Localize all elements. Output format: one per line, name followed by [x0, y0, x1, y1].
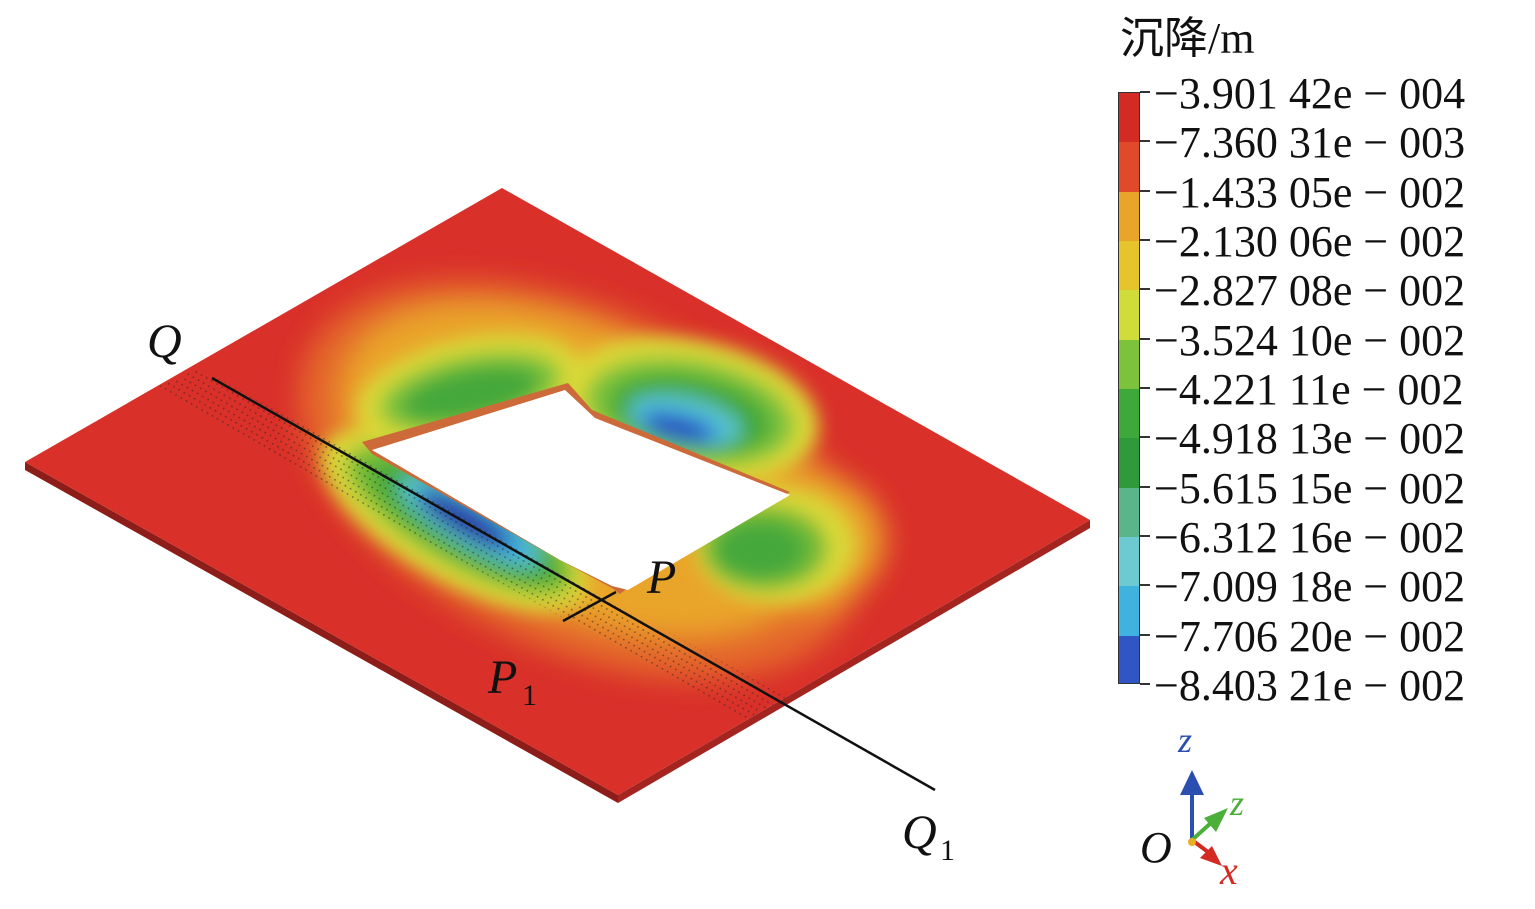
label-q: Q [147, 315, 182, 368]
x-axis-label: x [1219, 848, 1238, 893]
legend-tick [1140, 140, 1150, 143]
legend-tick [1140, 337, 1150, 340]
legend-value: −3.524 10e − 002 [1154, 315, 1466, 365]
legend-title: 沉降/m [1120, 14, 1255, 63]
legend-swatch [1119, 241, 1139, 292]
label-p1: P [487, 651, 517, 704]
legend-swatch [1119, 142, 1139, 193]
z-axis-diag [1190, 820, 1214, 842]
legend-value: −6.312 16e − 002 [1154, 513, 1466, 562]
axis-triad: z z x O [1140, 720, 1244, 893]
legend-value: −3.901 42e − 004 [1154, 69, 1466, 118]
legend-value: −4.221 11e − 002 [1154, 365, 1464, 414]
excavation-opening [372, 390, 790, 590]
legend-tick [1140, 633, 1150, 636]
label-q1-subscript: 1 [940, 834, 955, 867]
legend-value: −4.918 13e − 002 [1154, 414, 1466, 464]
legend-value: −2.130 06e − 002 [1154, 217, 1466, 266]
legend-value: −7.009 18e − 002 [1154, 562, 1466, 612]
legend-swatch [1119, 635, 1139, 683]
z-axis-up-arrowhead [1180, 770, 1204, 795]
legend-value: −7.360 31e − 003 [1154, 118, 1466, 168]
label-p1-subscript: 1 [522, 679, 537, 712]
legend-swatch [1119, 537, 1139, 588]
legend-swatch [1119, 339, 1139, 390]
plate-side-right [618, 520, 1090, 803]
z-axis-diag-arrowhead [1204, 808, 1228, 832]
x-axis-arrowhead [1200, 846, 1222, 866]
legend-tick [1140, 387, 1150, 389]
z-axis-up-label: z [1177, 720, 1192, 760]
legend-tick [1140, 485, 1150, 488]
legend-swatch [1119, 290, 1139, 341]
legend-swatch [1119, 93, 1139, 144]
section-line-pp1 [562, 590, 617, 623]
legend-tick [1140, 683, 1150, 685]
legend-tick [1140, 91, 1150, 93]
legend-value: −7.706 20e − 002 [1154, 611, 1466, 661]
origin-label: O [1140, 823, 1172, 872]
legend-tick [1140, 584, 1150, 587]
legend-value: −2.827 08e − 002 [1154, 266, 1466, 316]
legend-value: −5.615 15e − 002 [1154, 463, 1466, 513]
legend-swatch [1119, 438, 1139, 489]
legend-tick [1140, 436, 1150, 439]
label-q1: Q [902, 806, 937, 859]
section-line-qq1 [211, 376, 936, 792]
hatched-strip [155, 368, 790, 722]
legend-tick [1140, 239, 1150, 241]
legend-color-bar [1118, 92, 1140, 684]
legend-swatch [1119, 586, 1139, 637]
legend-value: −8.403 21e − 002 [1154, 661, 1466, 710]
legend-value: −1.433 05e − 002 [1154, 167, 1466, 217]
legend-tick [1140, 189, 1150, 192]
label-p: P [646, 551, 676, 604]
origin-dot [1188, 838, 1196, 846]
legend-tick [1140, 535, 1150, 537]
legend-swatch [1119, 191, 1139, 242]
legend-swatch [1119, 487, 1139, 538]
legend-swatch [1119, 389, 1139, 440]
z-axis-diag-label: z [1229, 783, 1244, 823]
legend-tick [1140, 288, 1150, 291]
color-legend: 沉降/m −3.901 42e − 004 −7.360 31e − 003 −1.… [1110, 0, 1535, 708]
plate-side-left [25, 462, 618, 803]
